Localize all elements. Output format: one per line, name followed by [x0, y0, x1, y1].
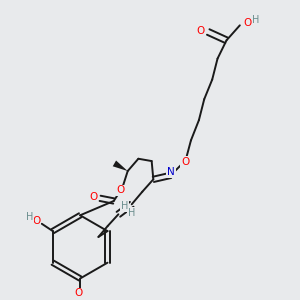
Text: H: H [253, 15, 260, 26]
Text: O: O [32, 216, 40, 226]
Text: O: O [243, 18, 251, 28]
Text: O: O [75, 289, 83, 298]
Text: H: H [128, 208, 135, 218]
Text: O: O [197, 26, 205, 36]
Polygon shape [113, 160, 128, 171]
Text: O: O [117, 185, 125, 195]
Text: O: O [181, 157, 189, 167]
Text: H: H [26, 212, 34, 222]
Text: H: H [121, 201, 128, 211]
Text: N: N [167, 167, 175, 177]
Text: O: O [89, 192, 98, 202]
